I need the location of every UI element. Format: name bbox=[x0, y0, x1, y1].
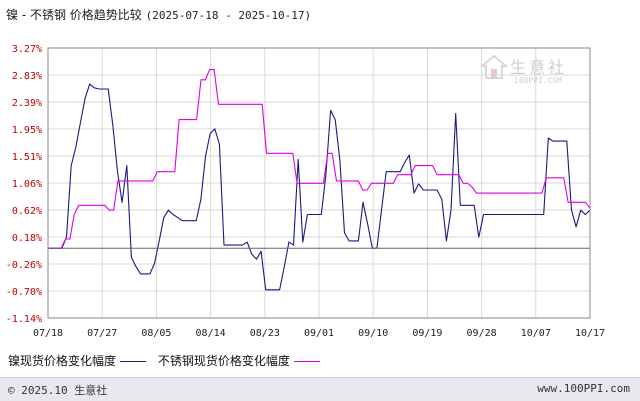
y-tick-label: -0.70% bbox=[6, 287, 42, 298]
x-tick-label: 10/07 bbox=[521, 328, 551, 339]
y-tick-label: 2.39% bbox=[12, 98, 42, 109]
y-tick-label: 1.95% bbox=[12, 125, 42, 136]
y-tick-label: 1.06% bbox=[12, 179, 42, 190]
x-tick-label: 10/17 bbox=[575, 328, 605, 339]
watermark-subtext: 100PPI.COM bbox=[514, 76, 563, 85]
footer-bar: © 2025.10 生意社 www.100PPI.com bbox=[0, 377, 640, 401]
axes bbox=[47, 47, 591, 319]
y-tick-label: -1.14% bbox=[6, 314, 42, 325]
x-tick-label: 07/18 bbox=[33, 328, 63, 339]
x-tick-label: 07/27 bbox=[87, 328, 117, 339]
y-tick-label: -0.26% bbox=[6, 260, 42, 271]
x-tick-label: 09/19 bbox=[412, 328, 442, 339]
x-tick-label: 08/14 bbox=[196, 328, 226, 339]
legend-swatch-nickel bbox=[120, 361, 147, 362]
legend-label-nickel: 镍现货价格变化幅度 bbox=[8, 354, 117, 368]
house-icon bbox=[480, 54, 508, 79]
chart-date-range: (2025-07-18 - 2025-10-17) bbox=[145, 9, 312, 22]
y-tick-label: 0.18% bbox=[12, 233, 42, 244]
series-line-nickel bbox=[48, 83, 591, 291]
legend-swatch-stainless bbox=[293, 361, 320, 362]
series-line-stainless bbox=[48, 68, 591, 249]
chart-title-text: 镍 - 不锈钢 价格趋势比较 bbox=[6, 8, 142, 22]
watermark-logo: 生意社 100PPI.COM bbox=[480, 52, 584, 92]
legend-label-stainless: 不锈钢现货价格变化幅度 bbox=[157, 354, 290, 368]
footer-link[interactable]: www.100PPI.com bbox=[537, 382, 630, 395]
series-layer bbox=[48, 68, 591, 291]
y-tick-label: 0.62% bbox=[12, 206, 42, 217]
x-tick-label: 08/05 bbox=[141, 328, 171, 339]
plot-frame bbox=[47, 47, 591, 319]
chart-title: 镍 - 不锈钢 价格趋势比较 (2025-07-18 - 2025-10-17) bbox=[6, 6, 311, 23]
copyright-text: © 2025.10 生意社 bbox=[8, 384, 108, 397]
x-tick-label: 08/23 bbox=[250, 328, 280, 339]
x-tick-label: 09/28 bbox=[467, 328, 497, 339]
y-tick-label: 2.83% bbox=[12, 71, 42, 82]
legend: 镍现货价格变化幅度 不锈钢现货价格变化幅度 bbox=[8, 352, 328, 369]
x-tick-label: 09/10 bbox=[358, 328, 388, 339]
x-tick-label: 09/01 bbox=[304, 328, 334, 339]
y-tick-label: 1.51% bbox=[12, 152, 42, 163]
watermark-text: 生意社 bbox=[510, 58, 568, 77]
y-tick-label: 3.27% bbox=[12, 44, 42, 55]
tick-labels: 3.27% 2.83% 2.39% 1.95% 1.51% 1.06% 0.62% 0.18%… bbox=[6, 44, 605, 339]
